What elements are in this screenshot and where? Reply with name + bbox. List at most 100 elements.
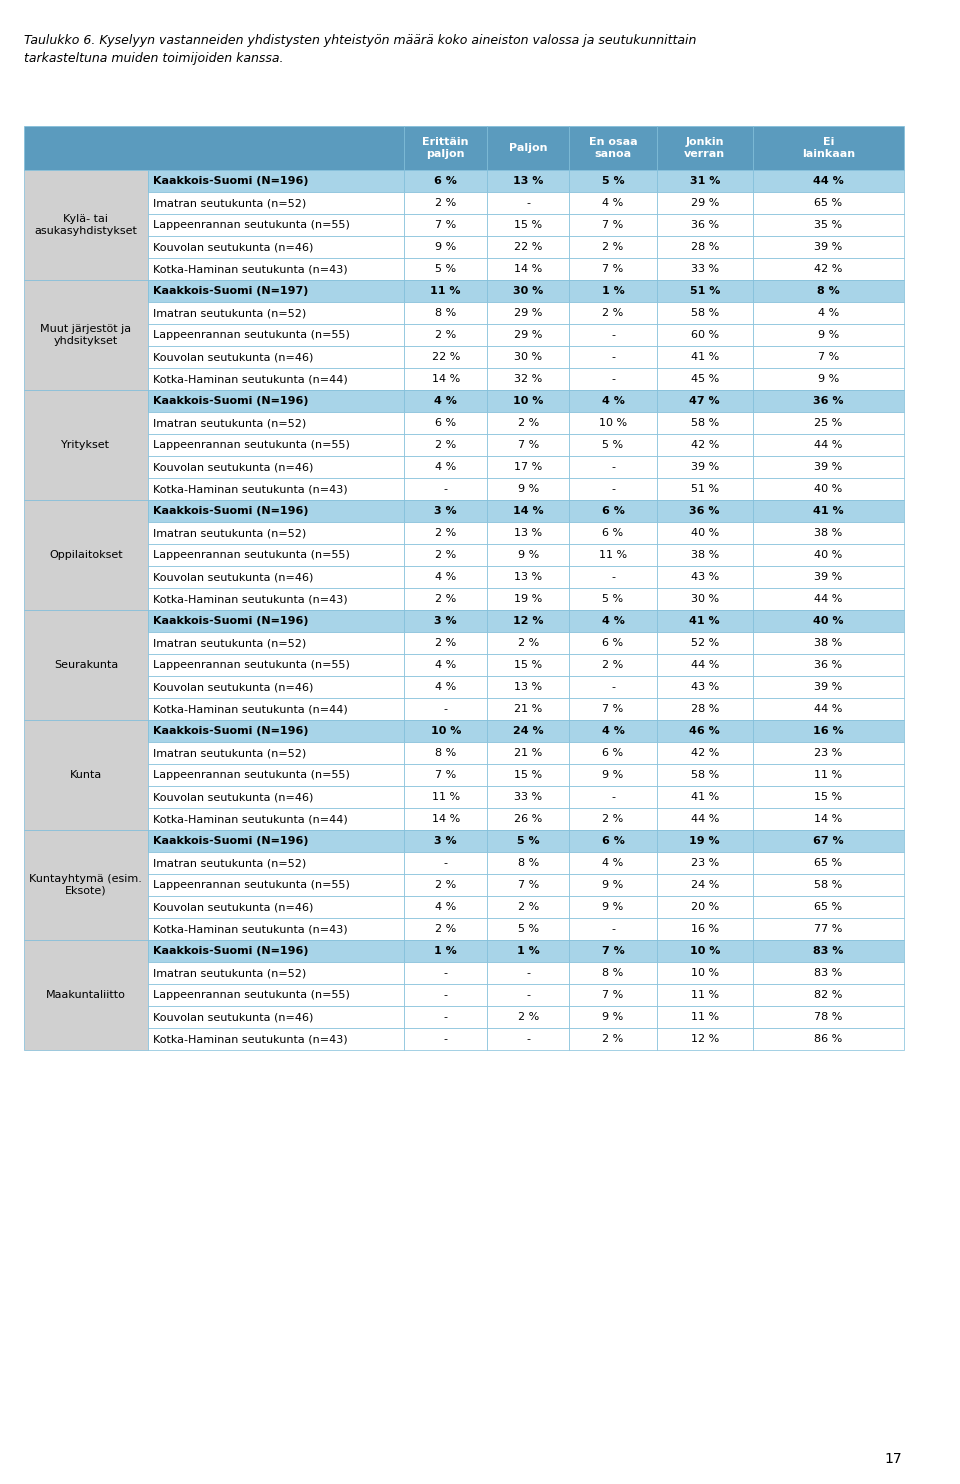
Text: Imatran seutukunta (n=52): Imatran seutukunta (n=52) bbox=[153, 418, 306, 429]
Text: 24 %: 24 % bbox=[690, 880, 719, 890]
Text: Kaakkois-Suomi (N=196): Kaakkois-Suomi (N=196) bbox=[153, 726, 308, 736]
Text: -: - bbox=[612, 462, 615, 472]
Text: 15 %: 15 % bbox=[515, 220, 542, 230]
Text: Kotka-Haminan seutukunta (n=43): Kotka-Haminan seutukunta (n=43) bbox=[153, 594, 348, 604]
Text: 15 %: 15 % bbox=[814, 792, 843, 803]
Bar bbox=[753, 941, 904, 962]
Text: -: - bbox=[612, 329, 615, 340]
Bar bbox=[657, 984, 753, 1006]
Bar bbox=[404, 565, 487, 588]
Text: 29 %: 29 % bbox=[690, 199, 719, 208]
Text: 65 %: 65 % bbox=[814, 858, 843, 868]
Text: 41 %: 41 % bbox=[690, 352, 719, 362]
Bar bbox=[569, 632, 657, 654]
Bar bbox=[148, 632, 404, 654]
Text: 6 %: 6 % bbox=[603, 748, 624, 758]
Text: 40 %: 40 % bbox=[690, 528, 719, 539]
Text: 77 %: 77 % bbox=[814, 925, 843, 933]
Bar bbox=[753, 984, 904, 1006]
Text: Kaakkois-Suomi (N=196): Kaakkois-Suomi (N=196) bbox=[153, 835, 308, 846]
Text: Yritykset: Yritykset bbox=[61, 441, 110, 450]
Bar bbox=[569, 720, 657, 742]
Text: 44 %: 44 % bbox=[814, 594, 843, 604]
Text: 2 %: 2 % bbox=[435, 528, 456, 539]
Text: 51 %: 51 % bbox=[689, 286, 720, 297]
Text: Kotka-Haminan seutukunta (n=44): Kotka-Haminan seutukunta (n=44) bbox=[153, 815, 348, 824]
Text: 13 %: 13 % bbox=[513, 177, 543, 186]
Text: 2 %: 2 % bbox=[435, 594, 456, 604]
Text: 41 %: 41 % bbox=[690, 792, 719, 803]
Bar bbox=[404, 478, 487, 500]
Text: 23 %: 23 % bbox=[814, 748, 843, 758]
Text: 44 %: 44 % bbox=[814, 441, 843, 450]
Bar bbox=[753, 126, 904, 171]
Text: 4 %: 4 % bbox=[435, 573, 456, 582]
Bar bbox=[569, 478, 657, 500]
Bar bbox=[24, 126, 404, 171]
Bar bbox=[404, 456, 487, 478]
Bar bbox=[753, 390, 904, 413]
Bar bbox=[569, 214, 657, 236]
Bar bbox=[657, 919, 753, 941]
Text: 14 %: 14 % bbox=[513, 506, 543, 516]
Text: Kouvolan seutukunta (n=46): Kouvolan seutukunta (n=46) bbox=[153, 1012, 313, 1022]
Bar bbox=[487, 742, 569, 764]
Bar bbox=[404, 236, 487, 258]
Bar bbox=[657, 632, 753, 654]
Text: Lappeenrannan seutukunta (n=55): Lappeenrannan seutukunta (n=55) bbox=[153, 441, 349, 450]
Bar bbox=[24, 830, 148, 941]
Text: 9 %: 9 % bbox=[603, 770, 624, 781]
Text: Kotka-Haminan seutukunta (n=44): Kotka-Haminan seutukunta (n=44) bbox=[153, 374, 348, 384]
Bar bbox=[487, 852, 569, 874]
Bar bbox=[569, 1006, 657, 1028]
Bar bbox=[404, 1028, 487, 1051]
Bar bbox=[148, 346, 404, 368]
Text: 39 %: 39 % bbox=[814, 573, 843, 582]
Bar bbox=[404, 1006, 487, 1028]
Text: 6 %: 6 % bbox=[603, 528, 624, 539]
Text: En osaa
sanoa: En osaa sanoa bbox=[588, 138, 637, 159]
Bar bbox=[753, 654, 904, 677]
Text: Kuntayhtymä (esim.
Eksote): Kuntayhtymä (esim. Eksote) bbox=[30, 874, 142, 896]
Bar bbox=[753, 280, 904, 303]
Text: 14 %: 14 % bbox=[515, 264, 542, 275]
Text: 58 %: 58 % bbox=[690, 309, 719, 318]
Bar bbox=[148, 413, 404, 435]
Text: Imatran seutukunta (n=52): Imatran seutukunta (n=52) bbox=[153, 748, 306, 758]
Text: 4 %: 4 % bbox=[603, 199, 624, 208]
Text: Lappeenrannan seutukunta (n=55): Lappeenrannan seutukunta (n=55) bbox=[153, 220, 349, 230]
Bar bbox=[487, 610, 569, 632]
Text: Kotka-Haminan seutukunta (n=43): Kotka-Haminan seutukunta (n=43) bbox=[153, 1034, 348, 1045]
Bar bbox=[148, 677, 404, 697]
Bar bbox=[487, 324, 569, 346]
Text: 2 %: 2 % bbox=[517, 1012, 539, 1022]
Text: 2 %: 2 % bbox=[435, 638, 456, 649]
Bar bbox=[753, 545, 904, 565]
Bar bbox=[569, 962, 657, 984]
Bar bbox=[657, 742, 753, 764]
Text: 1 %: 1 % bbox=[516, 947, 540, 956]
Bar bbox=[24, 941, 148, 1051]
Bar bbox=[657, 214, 753, 236]
Bar bbox=[487, 390, 569, 413]
Text: 5 %: 5 % bbox=[602, 177, 624, 186]
Text: Lappeenrannan seutukunta (n=55): Lappeenrannan seutukunta (n=55) bbox=[153, 770, 349, 781]
Text: 39 %: 39 % bbox=[814, 242, 843, 252]
Bar bbox=[657, 545, 753, 565]
Text: -: - bbox=[612, 792, 615, 803]
Bar bbox=[753, 324, 904, 346]
Text: 14 %: 14 % bbox=[432, 374, 460, 384]
Bar bbox=[657, 677, 753, 697]
Text: -: - bbox=[526, 199, 530, 208]
Bar bbox=[404, 214, 487, 236]
Text: Kouvolan seutukunta (n=46): Kouvolan seutukunta (n=46) bbox=[153, 352, 313, 362]
Bar bbox=[753, 787, 904, 809]
Text: tarkasteltuna muiden toimijoiden kanssa.: tarkasteltuna muiden toimijoiden kanssa. bbox=[24, 52, 283, 65]
Text: Imatran seutukunta (n=52): Imatran seutukunta (n=52) bbox=[153, 309, 306, 318]
Bar bbox=[148, 720, 404, 742]
Bar bbox=[487, 236, 569, 258]
Text: 45 %: 45 % bbox=[690, 374, 719, 384]
Bar bbox=[148, 171, 404, 191]
Bar bbox=[657, 303, 753, 324]
Bar bbox=[753, 478, 904, 500]
